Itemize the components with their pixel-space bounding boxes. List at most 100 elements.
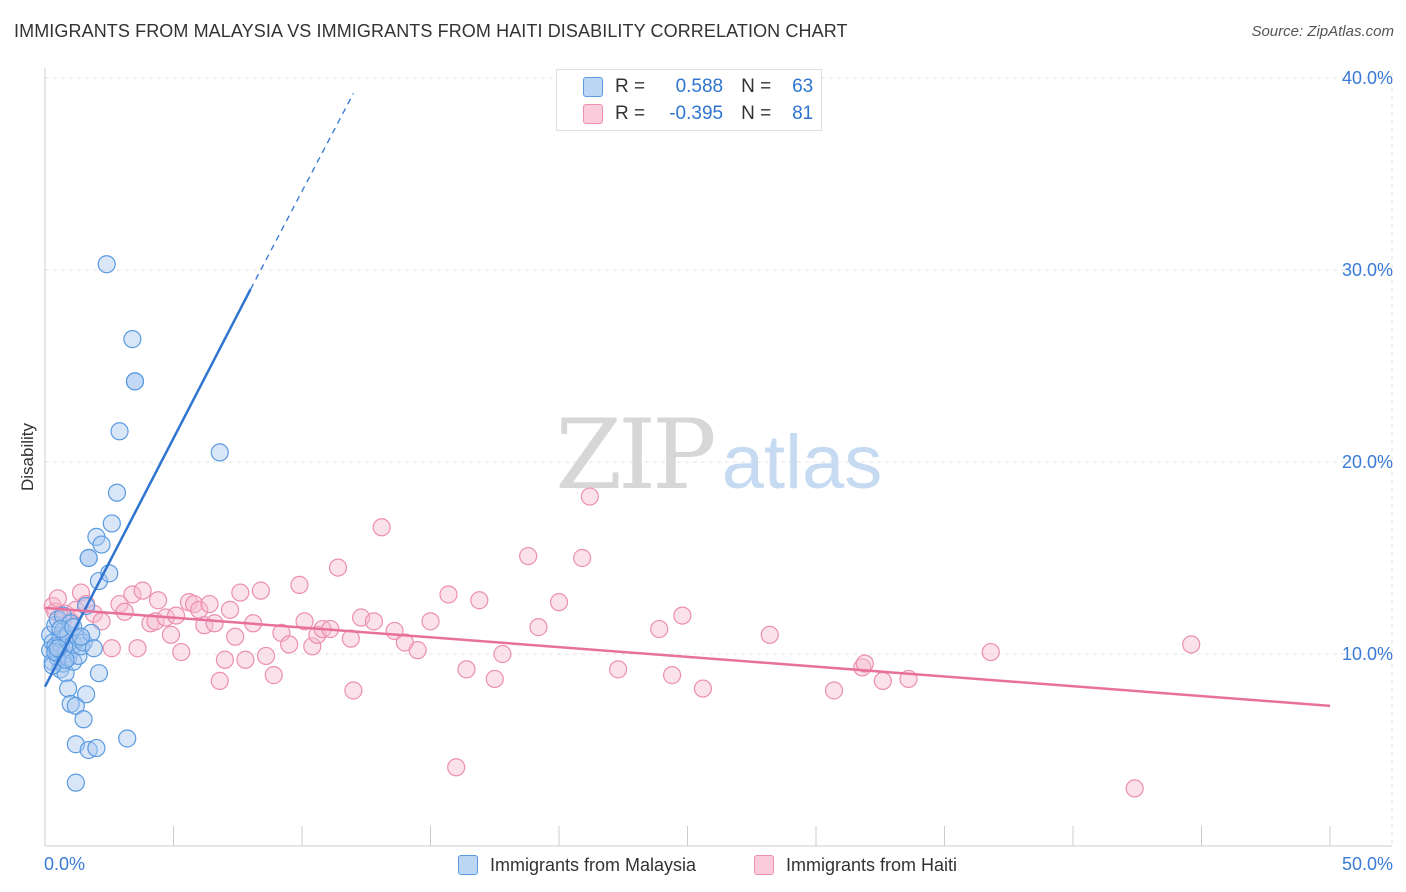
grid-lines [45, 72, 1393, 846]
y-axis-label: Disability [18, 422, 37, 491]
malaysia-legend-label: Immigrants from Malaysia [490, 854, 697, 875]
malaysia-point [59, 679, 78, 698]
haiti-point [1182, 635, 1201, 654]
haiti-point [421, 612, 440, 631]
haiti-point [280, 635, 299, 654]
malaysia-point [82, 623, 101, 642]
x-tick-label: 50.0% [1342, 854, 1393, 874]
malaysia-point [107, 483, 127, 502]
haiti-point [693, 679, 713, 698]
haiti-point [290, 575, 309, 594]
haiti-point [529, 618, 548, 637]
haiti-point [981, 642, 1000, 662]
tick-labels: 10.0% 20.0% 30.0% 40.0% 0.0% 50.0% [44, 68, 1393, 874]
malaysia-point [110, 422, 129, 441]
haiti-point [673, 606, 692, 625]
haiti-point [102, 639, 121, 658]
haiti-point [580, 487, 599, 506]
haiti-point [364, 612, 384, 631]
malaysia-point [71, 627, 91, 646]
haiti-point [549, 593, 569, 612]
malaysia-point [74, 710, 93, 729]
trend-lines [43, 93, 1331, 708]
malaysia-point [92, 535, 111, 554]
haiti-point [519, 546, 538, 566]
haiti-point [855, 654, 874, 673]
haiti-point [662, 666, 682, 685]
haiti-point [760, 625, 779, 644]
haiti-point [264, 666, 283, 685]
haiti-point [1125, 779, 1144, 798]
haiti-point [48, 589, 67, 608]
malaysia-swatch [458, 855, 478, 875]
x-tick-label: 0.0% [44, 854, 85, 874]
malaysia-point [89, 664, 109, 683]
malaysia-point [79, 548, 98, 568]
malaysia-point [123, 330, 142, 349]
n-label: N = [741, 103, 772, 124]
y-tick-label: 10.0% [1342, 644, 1393, 664]
haiti-point [71, 583, 91, 602]
r-value: 0.588 [675, 76, 724, 97]
chart-title: IMMIGRANTS FROM MALAYSIA VS IMMIGRANTS F… [14, 21, 848, 41]
haiti-point [220, 600, 240, 619]
haiti-swatch [754, 855, 774, 875]
haiti-point [231, 583, 250, 602]
watermark: ZIP atlas [555, 399, 882, 511]
haiti-point [84, 604, 103, 623]
haiti-point [447, 758, 466, 777]
haiti-point [372, 518, 391, 537]
haiti-point [200, 594, 219, 614]
malaysia-point [118, 729, 137, 748]
haiti-point [328, 558, 348, 577]
malaysia-trend-line [43, 288, 252, 688]
malaysia-point [87, 738, 106, 758]
axes [44, 68, 1392, 847]
haiti-point [573, 548, 592, 568]
malaysia-point [97, 255, 116, 274]
malaysia-swatch [583, 77, 603, 97]
malaysia-trend-extension [250, 93, 354, 290]
haiti-legend-label: Immigrants from Haiti [786, 854, 958, 875]
haiti-point [344, 681, 363, 700]
haiti-point [493, 644, 512, 664]
haiti-point [133, 581, 152, 600]
haiti-points [43, 487, 1201, 798]
malaysia-point [210, 443, 229, 462]
haiti-point [226, 627, 245, 646]
watermark-zip: ZIP [555, 399, 714, 511]
haiti-point [256, 646, 276, 666]
haiti-point [148, 591, 168, 610]
malaysia-point [84, 639, 103, 658]
legend-row-haiti: R = -0.395 N = 81 [583, 101, 813, 127]
bottom-legend-malaysia: Immigrants from Malaysia [458, 853, 696, 877]
r-label: R = [615, 103, 646, 124]
r-value: -0.395 [669, 103, 724, 124]
haiti-point [215, 650, 234, 669]
haiti-point [123, 585, 142, 604]
malaysia-point [53, 606, 73, 625]
haiti-point [128, 639, 147, 658]
haiti-point [470, 591, 489, 610]
haiti-point [210, 671, 229, 690]
source-credit: Source: ZipAtlas.com [1251, 23, 1394, 40]
malaysia-point [77, 685, 96, 704]
haiti-point [650, 619, 669, 639]
haiti-trend-line [44, 606, 1331, 708]
malaysia-point [66, 696, 85, 715]
haiti-swatch [583, 104, 603, 124]
legend-row-malaysia: R = 0.588 N = 63 [583, 74, 813, 100]
haiti-point [115, 602, 134, 621]
haiti-point [251, 581, 270, 600]
n-value: 81 [792, 103, 814, 124]
malaysia-points [41, 255, 229, 792]
watermark-atlas: atlas [722, 420, 883, 505]
haiti-point [873, 671, 892, 690]
bottom-legend-haiti: Immigrants from Haiti [754, 853, 957, 877]
malaysia-point [66, 773, 85, 792]
haiti-point [161, 625, 181, 644]
y-tick-label: 30.0% [1342, 260, 1393, 280]
malaysia-point [102, 514, 121, 533]
haiti-point [408, 641, 427, 660]
